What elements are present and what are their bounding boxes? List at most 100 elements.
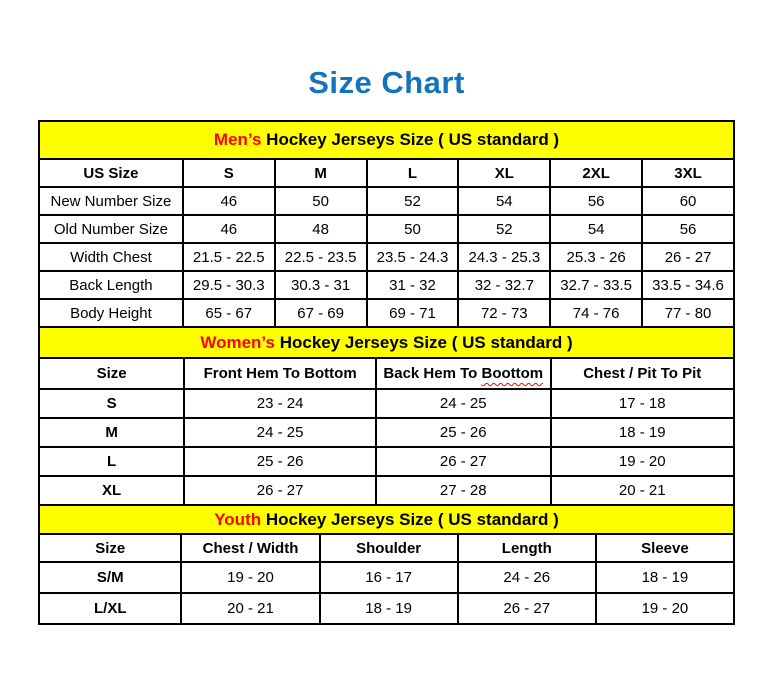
womens-column-header-label: Front Hem To Bottom (203, 365, 357, 383)
youth-column-header-label: Chest / Width (202, 539, 299, 557)
mens-value-cell: 46 (181, 214, 276, 245)
mens-section-header: Men’s Hockey Jerseys Size ( US standard … (38, 120, 735, 161)
mens-table-row: Width Chest 21.5 - 22.5 22.5 - 23.5 23.5 - … (38, 242, 735, 273)
youth-row-label: L/XL (37, 592, 183, 626)
youth-column-header: Shoulder (318, 533, 459, 564)
womens-value-cell: 25 - 26 (183, 446, 378, 478)
page-title: Size Chart (308, 65, 465, 100)
womens-row-label: S (37, 388, 186, 420)
mens-column-header: 3XL (641, 158, 735, 189)
mens-size-table: Men’s Hockey Jerseys Size ( US standard … (38, 120, 735, 329)
mens-value-cell: 33.5 - 34.6 (641, 270, 735, 301)
mens-value-cell: 31 - 32 (365, 270, 460, 301)
womens-section-header-highlight: Women’s (200, 332, 275, 352)
mens-column-header-label: XL (494, 164, 514, 182)
womens-column-header: Back Hem To Boottom (375, 357, 552, 391)
mens-column-header-label: M (314, 164, 327, 182)
youth-value-cell: 18 - 19 (594, 561, 736, 595)
womens-column-header-label: Back Hem To (383, 365, 482, 383)
mens-column-header-label: 2XL (582, 164, 610, 182)
womens-value-cell: 18 - 19 (549, 417, 735, 449)
mens-column-header: 2XL (549, 158, 644, 189)
mens-column-header-label: S (223, 164, 234, 182)
mens-value-cell: 30.3 - 31 (273, 270, 368, 301)
womens-table-row: M 24 - 25 25 - 26 18 - 19 (37, 417, 735, 449)
mens-value-cell: 69 - 71 (365, 298, 460, 329)
mens-value-cell: 22.5 - 23.5 (273, 242, 368, 273)
mens-row-label: Body Height (38, 298, 184, 329)
womens-value-cell: 26 - 27 (375, 446, 552, 478)
womens-column-header: Front Hem To Bottom (183, 357, 378, 391)
youth-table-row: L/XL 20 - 21 18 - 19 26 - 27 19 - 20 (37, 592, 736, 626)
mens-table-row: New Number Size 46 50 52 54 56 60 (38, 186, 735, 217)
mens-value-cell: 56 (549, 186, 644, 217)
size-chart-page: Size Chart Men’s Hockey Jerseys Size ( U… (37, 65, 736, 626)
mens-value-cell: 72 - 73 (457, 298, 552, 329)
mens-value-cell: 67 - 69 (273, 298, 368, 329)
mens-value-cell: 26 - 27 (641, 242, 735, 273)
womens-value-cell: 20 - 21 (549, 475, 735, 507)
womens-value-cell: 27 - 28 (375, 475, 552, 507)
youth-value-cell: 19 - 20 (180, 561, 321, 595)
mens-value-cell: 54 (457, 186, 552, 217)
mens-row-label: New Number Size (38, 186, 184, 217)
mens-value-cell: 29.5 - 30.3 (181, 270, 276, 301)
womens-value-cell: 24 - 25 (375, 388, 552, 420)
womens-value-cell: 19 - 20 (549, 446, 735, 478)
womens-section-header-text: Hockey Jerseys Size ( US standard ) (274, 332, 573, 352)
youth-column-header: Length (456, 533, 597, 564)
mens-value-cell: 24.3 - 25.3 (457, 242, 552, 273)
youth-value-cell: 26 - 27 (456, 592, 597, 626)
womens-misspelled-word: Boottom (481, 365, 544, 383)
mens-value-cell: 74 - 76 (549, 298, 644, 329)
womens-value-cell: 26 - 27 (183, 475, 378, 507)
womens-column-header-label: Chest / Pit To Pit (583, 365, 702, 383)
mens-row-label: Old Number Size (38, 214, 184, 245)
mens-row-label: Back Length (38, 270, 184, 301)
womens-row-label: L (37, 446, 186, 478)
youth-column-header-label: Size (95, 539, 126, 557)
mens-value-cell: 25.3 - 26 (549, 242, 644, 273)
mens-value-cell: 77 - 80 (641, 298, 735, 329)
mens-value-cell: 52 (365, 186, 460, 217)
youth-section-header-highlight: Youth (214, 509, 262, 529)
mens-column-header-label: US Size (83, 164, 139, 182)
womens-table-row: S 23 - 24 24 - 25 17 - 18 (37, 388, 735, 420)
mens-column-header: XL (457, 158, 552, 189)
youth-column-header-label: Shoulder (356, 539, 422, 557)
mens-value-cell: 32.7 - 33.5 (549, 270, 644, 301)
womens-column-header: Chest / Pit To Pit (549, 357, 735, 391)
womens-size-table: Women’s Hockey Jerseys Size ( US standar… (37, 326, 735, 507)
youth-row-label: S/M (37, 561, 183, 595)
mens-column-header: US Size (38, 158, 184, 189)
youth-value-cell: 19 - 20 (594, 592, 736, 626)
youth-section-header: Youth Hockey Jerseys Size ( US standard … (38, 504, 735, 536)
youth-table-row: S/M 19 - 20 16 - 17 24 - 26 18 - 19 (37, 561, 736, 595)
mens-value-cell: 50 (365, 214, 460, 245)
mens-table-row: Old Number Size 46 48 50 52 54 56 (38, 214, 735, 245)
mens-value-cell: 23.5 - 24.3 (365, 242, 460, 273)
mens-table-row: Body Height 65 - 67 67 - 69 69 - 71 72 - 73 7… (38, 298, 735, 329)
youth-column-header: Sleeve (594, 533, 736, 564)
youth-column-header-label: Sleeve (641, 539, 689, 557)
mens-value-cell: 48 (273, 214, 368, 245)
mens-value-cell: 56 (641, 214, 735, 245)
womens-column-header-label: Size (96, 365, 127, 383)
youth-section-header-text: Hockey Jerseys Size ( US standard ) (261, 509, 559, 529)
size-tables: Men’s Hockey Jerseys Size ( US standard … (37, 120, 736, 626)
womens-table-row: XL 26 - 27 27 - 28 20 - 21 (37, 475, 735, 507)
womens-table-row: L 25 - 26 26 - 27 19 - 20 (37, 446, 735, 478)
mens-value-cell: 50 (273, 186, 368, 217)
womens-row-label: M (37, 417, 186, 449)
youth-value-cell: 18 - 19 (318, 592, 459, 626)
mens-table-row: Back Length 29.5 - 30.3 30.3 - 31 31 - 32 32… (38, 270, 735, 301)
mens-column-header: L (365, 158, 460, 189)
youth-column-header-label: Length (501, 539, 552, 557)
mens-value-cell: 54 (549, 214, 644, 245)
mens-value-cell: 32 - 32.7 (457, 270, 552, 301)
womens-section-header: Women’s Hockey Jerseys Size ( US standar… (38, 326, 735, 360)
mens-column-header-label: 3XL (674, 164, 702, 182)
youth-column-header: Chest / Width (180, 533, 321, 564)
mens-column-header-label: L (407, 164, 418, 182)
mens-value-cell: 65 - 67 (181, 298, 276, 329)
